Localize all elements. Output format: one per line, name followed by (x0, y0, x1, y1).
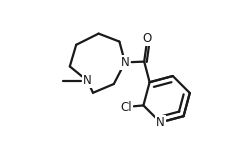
Text: O: O (143, 32, 152, 45)
Text: N: N (121, 56, 130, 69)
Text: Cl: Cl (120, 100, 132, 113)
Text: N: N (156, 116, 165, 129)
Text: N: N (83, 74, 92, 87)
